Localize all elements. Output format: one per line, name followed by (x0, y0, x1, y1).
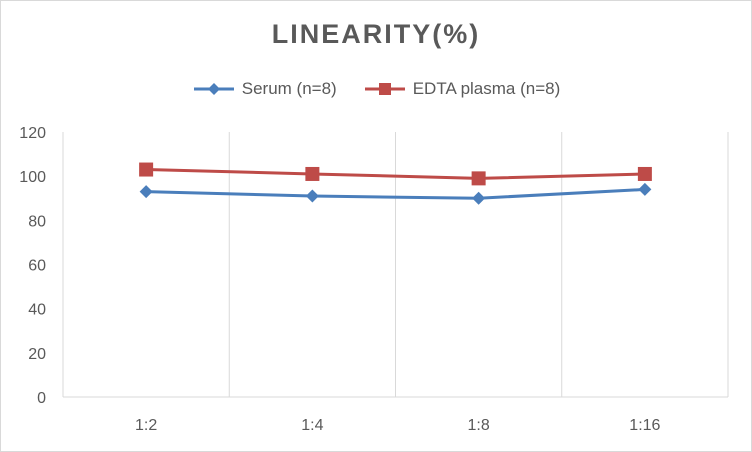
legend: Serum (n=8) EDTA plasma (n=8) (1, 79, 751, 99)
data-point-square (471, 171, 486, 186)
data-point-square (305, 166, 320, 181)
y-tick-label: 20 (28, 346, 46, 363)
data-point-square (637, 166, 652, 181)
data-point-diamond (638, 182, 652, 196)
series-line-0 (146, 187, 645, 200)
x-tick-label: 1:4 (301, 417, 323, 434)
x-tick-label: 1:8 (468, 417, 490, 434)
legend-label-edta-plasma: EDTA plasma (n=8) (412, 79, 561, 98)
series-line-1 (146, 168, 645, 180)
legend-item-serum: Serum (n=8) (192, 79, 337, 99)
chart-title: LINEARITY(%) (271, 19, 481, 49)
x-tick-label: 1:16 (629, 417, 660, 434)
data-point-diamond (305, 189, 319, 203)
axes: 0 20 40 60 80 100 120 1:2 1:4 1:8 1:16 (19, 125, 728, 434)
legend-item-edta-plasma: EDTA plasma (n=8) (363, 79, 561, 99)
legend-label-serum: Serum (n=8) (241, 79, 337, 98)
legend-marker-edta-plasma (364, 83, 405, 95)
series-group (139, 162, 652, 205)
data-point-diamond (472, 191, 486, 205)
y-tick-label: 120 (19, 125, 46, 142)
y-tick-label: 0 (37, 390, 46, 407)
y-tick-label: 60 (28, 258, 46, 275)
y-tick-label: 100 (19, 169, 46, 186)
data-point-square (139, 162, 154, 177)
legend-marker-serum (193, 83, 234, 95)
y-tick-label: 40 (28, 302, 46, 319)
y-tick-label: 80 (28, 213, 46, 230)
x-tick-label: 1:2 (135, 417, 157, 434)
gridlines (62, 132, 729, 397)
data-point-diamond (139, 185, 153, 199)
